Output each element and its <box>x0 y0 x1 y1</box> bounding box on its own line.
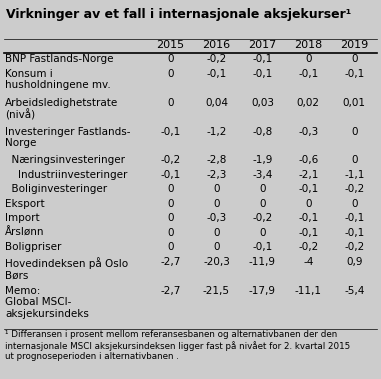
Text: 0,9: 0,9 <box>346 257 362 267</box>
Text: -0,1: -0,1 <box>344 228 364 238</box>
Text: -0,2: -0,2 <box>298 242 319 252</box>
Text: -0,6: -0,6 <box>298 155 319 165</box>
Text: -0,1: -0,1 <box>252 242 272 252</box>
Text: Årslønn: Årslønn <box>5 228 45 238</box>
Text: 0: 0 <box>351 155 357 165</box>
Text: 0: 0 <box>167 184 174 194</box>
Text: -4: -4 <box>303 257 314 267</box>
Text: Hovedindeksen på Oslo
Børs: Hovedindeksen på Oslo Børs <box>5 257 128 280</box>
Text: 0: 0 <box>213 228 220 238</box>
Text: 0: 0 <box>167 69 174 79</box>
Text: 2017: 2017 <box>248 40 277 50</box>
Text: 0: 0 <box>259 228 266 238</box>
Text: 0: 0 <box>213 184 220 194</box>
Text: -0,2: -0,2 <box>160 155 181 165</box>
Text: -0,1: -0,1 <box>298 213 319 223</box>
Text: Industriinvesteringer: Industriinvesteringer <box>5 170 128 180</box>
Text: 0: 0 <box>351 127 357 136</box>
Text: -0,3: -0,3 <box>207 213 227 223</box>
Text: Boligpriser: Boligpriser <box>5 242 62 252</box>
Text: -2,8: -2,8 <box>206 155 227 165</box>
Text: -2,1: -2,1 <box>298 170 319 180</box>
Text: 0: 0 <box>167 54 174 64</box>
Text: 0: 0 <box>167 199 174 209</box>
Text: 0: 0 <box>167 97 174 108</box>
Text: 0,03: 0,03 <box>251 97 274 108</box>
Text: -1,1: -1,1 <box>344 170 364 180</box>
Text: 0: 0 <box>351 54 357 64</box>
Text: -0,2: -0,2 <box>344 184 364 194</box>
Text: Virkninger av et fall i internasjonale aksjekurser¹: Virkninger av et fall i internasjonale a… <box>6 8 351 20</box>
Text: -21,5: -21,5 <box>203 286 230 296</box>
Text: 0,02: 0,02 <box>297 97 320 108</box>
Text: -0,1: -0,1 <box>298 184 319 194</box>
Text: -17,9: -17,9 <box>249 286 276 296</box>
Text: Konsum i
husholdningene mv.: Konsum i husholdningene mv. <box>5 69 111 90</box>
Text: 0: 0 <box>167 228 174 238</box>
Text: 2018: 2018 <box>294 40 322 50</box>
Text: -0,2: -0,2 <box>207 54 227 64</box>
Text: -11,1: -11,1 <box>295 286 322 296</box>
Text: Investeringer Fastlands-
Norge: Investeringer Fastlands- Norge <box>5 127 131 148</box>
Text: -0,3: -0,3 <box>298 127 319 136</box>
Text: 0: 0 <box>259 184 266 194</box>
Text: 0,01: 0,01 <box>343 97 366 108</box>
Text: BNP Fastlands-Norge: BNP Fastlands-Norge <box>5 54 114 64</box>
Text: Memo:
Global MSCI-
aksjekursindeks: Memo: Global MSCI- aksjekursindeks <box>5 286 89 319</box>
Text: 2019: 2019 <box>340 40 368 50</box>
Text: -11,9: -11,9 <box>249 257 276 267</box>
Text: -0,1: -0,1 <box>298 69 319 79</box>
Text: 0: 0 <box>305 199 312 209</box>
Text: Boliginvesteringer: Boliginvesteringer <box>5 184 107 194</box>
Text: -0,1: -0,1 <box>252 54 272 64</box>
Text: 2015: 2015 <box>157 40 184 50</box>
Text: 0: 0 <box>259 199 266 209</box>
Text: 0: 0 <box>167 242 174 252</box>
Text: -1,2: -1,2 <box>206 127 227 136</box>
Text: -0,1: -0,1 <box>298 228 319 238</box>
Text: -0,1: -0,1 <box>160 170 181 180</box>
Text: 0: 0 <box>351 199 357 209</box>
Text: -3,4: -3,4 <box>252 170 272 180</box>
Text: 0: 0 <box>213 242 220 252</box>
Text: -0,1: -0,1 <box>344 213 364 223</box>
Text: -5,4: -5,4 <box>344 286 364 296</box>
Text: ¹ Differansen i prosent mellom referansesbanen og alternativbanen der den
intern: ¹ Differansen i prosent mellom referanse… <box>5 330 351 361</box>
Text: -2,7: -2,7 <box>160 286 181 296</box>
Text: -0,1: -0,1 <box>207 69 227 79</box>
Text: 0: 0 <box>213 199 220 209</box>
Text: -0,1: -0,1 <box>160 127 181 136</box>
Text: 2016: 2016 <box>202 40 231 50</box>
Text: -2,7: -2,7 <box>160 257 181 267</box>
Text: 0,04: 0,04 <box>205 97 228 108</box>
Text: Eksport: Eksport <box>5 199 45 209</box>
Text: 0: 0 <box>167 213 174 223</box>
Text: -20,3: -20,3 <box>203 257 230 267</box>
Text: -2,3: -2,3 <box>206 170 227 180</box>
Text: -0,2: -0,2 <box>344 242 364 252</box>
Text: 0: 0 <box>305 54 312 64</box>
Text: -0,1: -0,1 <box>252 69 272 79</box>
Text: -1,9: -1,9 <box>252 155 272 165</box>
Text: -0,8: -0,8 <box>252 127 272 136</box>
Text: Næringsinvesteringer: Næringsinvesteringer <box>5 155 125 165</box>
Text: Import: Import <box>5 213 40 223</box>
Text: -0,2: -0,2 <box>252 213 272 223</box>
Text: -0,1: -0,1 <box>344 69 364 79</box>
Text: Arbeidsledighetstrate
(nivå): Arbeidsledighetstrate (nivå) <box>5 97 118 121</box>
